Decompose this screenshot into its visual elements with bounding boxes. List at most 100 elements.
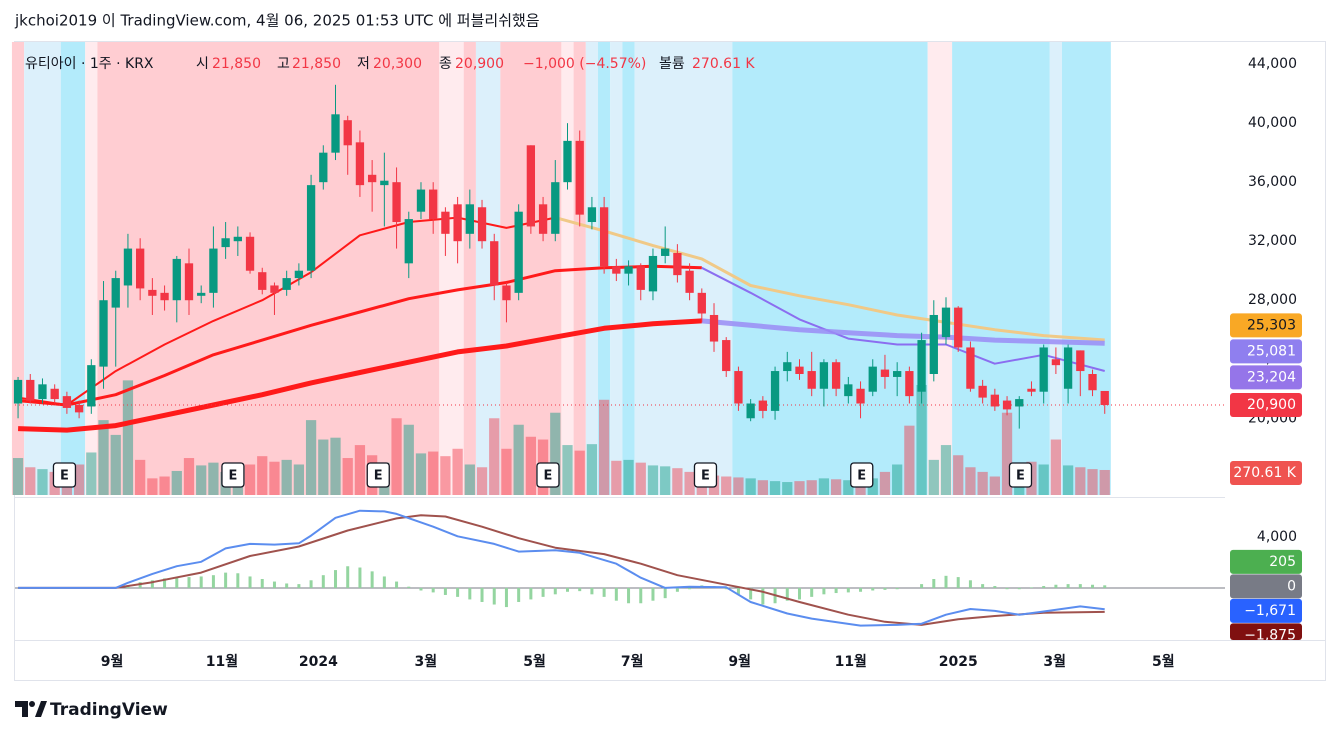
badge-label: 270.61 K [1233, 465, 1296, 481]
volume-bar [843, 480, 854, 495]
candle-body [587, 207, 597, 223]
macd-histogram [321, 575, 325, 588]
macd-histogram [968, 580, 972, 588]
volume-bar [318, 439, 329, 495]
zone [60, 42, 86, 495]
macd-histogram [846, 587, 850, 593]
legend-value: 20,300 [373, 56, 422, 72]
macd-histogram [761, 587, 765, 605]
candle-body [50, 388, 59, 400]
volume-bar [196, 465, 207, 495]
candle-body [1076, 350, 1085, 372]
candle-body [62, 396, 72, 408]
volume-bar [965, 467, 976, 495]
macd-histogram [614, 587, 618, 601]
volume-bar [660, 466, 671, 495]
x-tick-label: 2025 [939, 654, 978, 670]
candle-body [1088, 374, 1097, 391]
candle-body [856, 388, 865, 404]
candle-body [917, 340, 926, 392]
volume-bar [745, 478, 756, 495]
candle-body [697, 292, 706, 314]
volume-bar [1099, 469, 1110, 495]
macd-histogram [797, 587, 801, 600]
volume-bar [953, 455, 964, 495]
macd-histogram [602, 587, 606, 597]
price-badge [1230, 574, 1302, 599]
volume-bar [489, 418, 500, 495]
macd-histogram [920, 584, 924, 588]
macd-histogram [1103, 585, 1107, 588]
volume-bar [830, 479, 842, 495]
candle-body [392, 182, 401, 223]
candle-body [978, 385, 987, 398]
candle-body [1051, 359, 1061, 366]
badge-label: 205 [1269, 554, 1296, 570]
event-marker [1008, 462, 1033, 488]
price-badge [1230, 460, 1302, 485]
event-label: E [544, 469, 553, 484]
candle-body [734, 371, 743, 404]
volume-bar [464, 464, 475, 495]
candle-body [197, 292, 206, 296]
macd-histogram [859, 587, 863, 592]
macd-histogram [272, 581, 276, 588]
macd-histogram [443, 587, 447, 595]
volume-bar [1062, 465, 1074, 495]
candle-body [1063, 347, 1073, 389]
macd-histogram [468, 587, 472, 600]
zone [439, 42, 464, 495]
volume-bar [757, 480, 768, 495]
volume-bar [562, 445, 573, 495]
candle-body [990, 394, 999, 407]
volume-bar [525, 436, 536, 495]
candle-body [172, 258, 181, 301]
candle-body [966, 347, 975, 389]
candle-body [551, 182, 560, 234]
ma-line [701, 318, 1105, 346]
candle-body [245, 236, 255, 271]
candle-body [929, 314, 938, 375]
macd-histogram [297, 584, 301, 588]
macd-histogram [1029, 587, 1033, 588]
macd-histogram [553, 587, 557, 595]
candle-body [722, 340, 731, 372]
y-tick-label: 36,000 [1248, 174, 1297, 190]
x-tick-label: 3월 [415, 653, 438, 670]
volume-bar [208, 462, 219, 495]
y-tick-label: 44,000 [1248, 56, 1297, 72]
candle-body [355, 142, 365, 186]
volume-bar [1087, 469, 1098, 495]
candle-body [306, 185, 316, 271]
macd-histogram [456, 587, 460, 597]
candle-body [13, 379, 23, 404]
legend-change: −1,000 (−4.57%) [523, 56, 646, 72]
badge-label: 25,081 [1247, 343, 1296, 359]
volume-bar [818, 478, 830, 495]
event-marker [366, 462, 390, 488]
badge-label: 23,204 [1247, 369, 1296, 385]
candle-body [661, 248, 670, 256]
event-label: E [374, 469, 383, 484]
y-tick-label: 40,000 [1248, 115, 1297, 131]
macd-histogram [871, 587, 875, 591]
candle-body [1027, 388, 1036, 392]
candle-body [563, 140, 572, 183]
candle-body [367, 174, 377, 183]
volume-bar [806, 480, 817, 495]
candle-body [160, 292, 169, 301]
volume-bar [916, 384, 927, 495]
macd-histogram [736, 587, 740, 595]
badge-label: 25,303 [1247, 317, 1296, 333]
volume-bar [1001, 412, 1013, 495]
volume-bar [122, 380, 134, 495]
macd-histogram [431, 587, 435, 593]
y-tick-label: 32,000 [1248, 233, 1297, 249]
macd-histogram [504, 587, 508, 608]
macd-histogram [627, 587, 631, 604]
volume-bar [586, 444, 598, 495]
price-badge [1230, 365, 1302, 390]
volume-bar [794, 481, 805, 495]
volume-bar [183, 458, 195, 495]
